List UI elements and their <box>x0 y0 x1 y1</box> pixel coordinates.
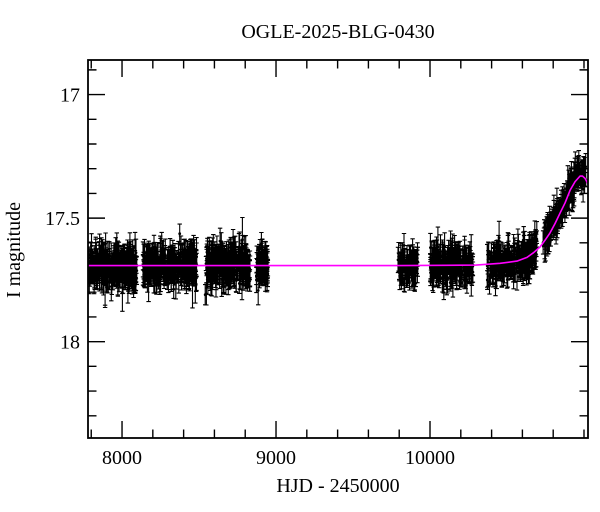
axis-tick-marks <box>88 60 588 438</box>
x-axis-label: HJD - 2450000 <box>276 475 399 497</box>
model-curve <box>88 175 588 267</box>
model-curve-layer <box>88 175 588 267</box>
y-tick-label: 17.5 <box>45 208 80 230</box>
y-axis-label: I magnitude <box>3 202 25 298</box>
y-tick-label: 18 <box>60 332 80 354</box>
plot-title: OGLE-2025-BLG-0430 <box>241 21 434 43</box>
x-tick-label: 8000 <box>102 447 142 469</box>
plot-frame <box>87 59 589 439</box>
tick-labels-layer: 8000 9000 10000 17 17.5 18 <box>45 85 455 469</box>
y-tick-label: 17 <box>60 85 80 107</box>
photometry-layer <box>88 150 588 312</box>
x-tick-label: 10000 <box>405 447 455 469</box>
x-tick-label: 9000 <box>256 447 296 469</box>
photometry-points <box>88 164 588 297</box>
axis-ticks-layer <box>88 60 588 438</box>
photometry-errorbars <box>88 150 588 312</box>
